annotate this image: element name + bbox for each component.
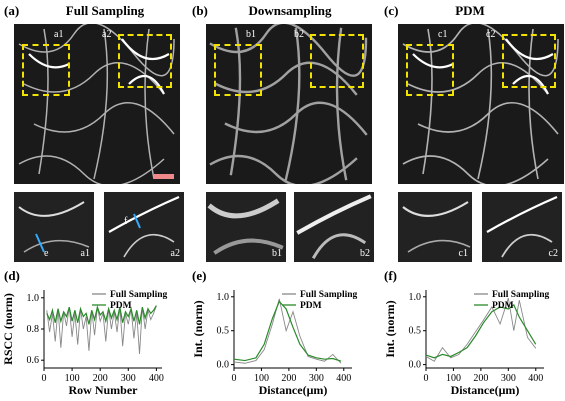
- crop-label-c1: c1: [458, 248, 468, 259]
- y-axis-label: Int. (norm): [383, 300, 397, 357]
- legend-entry: Full Sampling: [110, 290, 168, 300]
- x-tick-label: 400: [149, 373, 164, 384]
- panel-tag-b: (b): [192, 3, 208, 18]
- box-label-c2: c2: [486, 29, 496, 40]
- legend-entry: PDM: [492, 301, 514, 311]
- x-tick-label: 200: [281, 373, 296, 384]
- plot-d: 0 100 200 300 400 0.6 0.8 1.0 Row Number RSCC (no…: [1, 290, 168, 397]
- y-tick-label: 0.0: [217, 360, 230, 371]
- box-label-a2: a2: [102, 29, 112, 40]
- x-tick-label: 100: [446, 373, 461, 384]
- y-tick-label: 0.5: [217, 326, 230, 337]
- crop-b2: b2: [294, 192, 374, 262]
- x-tick-label: 0: [42, 373, 47, 384]
- series-line-pdm: [233, 300, 342, 362]
- crop-label-a1: a1: [80, 248, 90, 259]
- box-label-b1: b1: [246, 29, 256, 40]
- vessel-texture: [209, 24, 368, 184]
- x-tick-label: 100: [65, 373, 80, 384]
- panel-title-c: PDM: [455, 3, 485, 18]
- panel-title-a: Full Sampling: [65, 3, 145, 18]
- box-label-a1: a1: [54, 29, 64, 40]
- legend-entry: PDM: [300, 301, 322, 311]
- panel-title-b: Downsampling: [248, 3, 332, 18]
- zoom-box-1: [22, 44, 70, 96]
- line-marker-e: e: [44, 248, 49, 259]
- crop-label-a2: a2: [170, 248, 180, 259]
- legend-entry: Full Sampling: [492, 290, 550, 300]
- y-axis-label: RSCC (norm): [1, 293, 15, 365]
- x-tick-label: 200: [93, 373, 108, 384]
- crop-label-b1: b1: [272, 248, 282, 259]
- legend-entry: PDM: [110, 301, 132, 311]
- series-line-full-sampling: [233, 298, 342, 364]
- x-axis-label: Distance(μm): [259, 383, 328, 397]
- series-line-pdm: [425, 303, 537, 359]
- x-axis-label: Row Number: [69, 383, 139, 397]
- y-tick-label: 1.0: [27, 293, 40, 304]
- y-tick-label: 0.0: [409, 360, 422, 371]
- panel-tag-a: (a): [4, 3, 20, 18]
- y-tick-label: 1.0: [217, 292, 230, 303]
- legend-entry: Full Sampling: [300, 290, 358, 300]
- y-axis-label: Int. (norm): [191, 300, 205, 357]
- line-marker-f: f: [124, 216, 128, 227]
- series-line-full-sampling: [46, 305, 157, 354]
- series-line-pdm: [46, 305, 157, 325]
- zoom-box-2: [310, 34, 364, 88]
- y-tick-label: 0.5: [409, 326, 422, 337]
- x-axis-label: Distance(μm): [451, 383, 520, 397]
- plot-f: 0 100 200 300 400 0.0 0.5 1.0 Distance(μm) Int. (…: [383, 290, 550, 397]
- y-tick-label: 0.6: [27, 355, 40, 366]
- x-tick-label: 400: [336, 373, 351, 384]
- y-tick-label: 1.0: [409, 292, 422, 303]
- image-pdm: c1 c2: [398, 24, 564, 184]
- x-tick-label: 300: [121, 373, 136, 384]
- image-downsampling: b1 b2: [206, 24, 372, 184]
- box-label-c1: c1: [438, 29, 448, 40]
- x-tick-label: 0: [424, 373, 429, 384]
- panel-tag-e: (e): [192, 268, 207, 283]
- x-tick-label: 200: [473, 373, 488, 384]
- x-tick-label: 400: [528, 373, 543, 384]
- scale-bar: [154, 174, 174, 179]
- panel-tag-d: (d): [4, 268, 20, 283]
- crop-a1: e a1: [14, 192, 94, 262]
- box-label-b2: b2: [294, 29, 304, 40]
- x-tick-label: 100: [254, 373, 269, 384]
- zoom-box-1: [406, 44, 454, 96]
- series-line-full-sampling: [425, 298, 537, 362]
- image-full-sampling: a1 a2: [14, 24, 180, 184]
- plot-e: 0 100 200 300 400 0.0 0.5 1.0 Distance(μm) Int. (…: [191, 290, 358, 397]
- zoom-box-2: [118, 34, 172, 88]
- crop-label-c2: c2: [548, 248, 558, 259]
- crop-a2: f a2: [104, 192, 184, 262]
- crop-c1: c1: [398, 192, 472, 262]
- panel-tag-f: (f): [384, 268, 397, 283]
- x-tick-label: 0: [232, 373, 237, 384]
- y-tick-label: 0.8: [27, 324, 40, 335]
- crop-label-b2: b2: [360, 248, 370, 259]
- zoom-box-2: [502, 34, 556, 88]
- x-tick-label: 300: [501, 373, 516, 384]
- crop-c2: c2: [482, 192, 562, 262]
- vessel-texture: [402, 24, 559, 184]
- panel-tag-c: (c): [384, 3, 399, 18]
- x-tick-label: 300: [309, 373, 324, 384]
- zoom-box-1: [214, 44, 262, 96]
- vessel-texture: [18, 24, 175, 184]
- crop-b1: b1: [206, 192, 286, 262]
